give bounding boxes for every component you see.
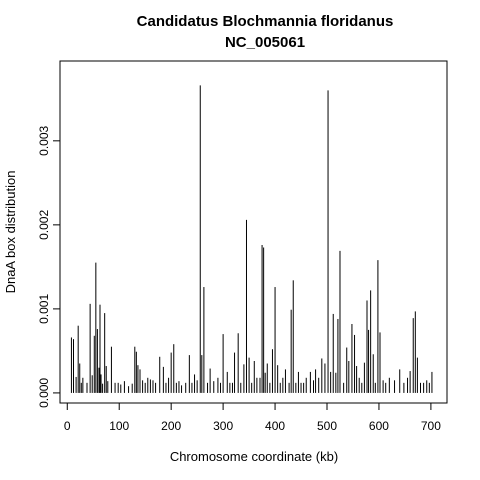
y-axis-label: DnaA box distribution <box>3 171 18 294</box>
y-axis: 0.000 0.001 0.002 0.003 <box>37 125 61 408</box>
y-tick-label: 0.002 <box>37 210 51 240</box>
y-tick-label: 0.001 <box>37 294 51 324</box>
x-axis-label: Chromosome coordinate (kb) <box>170 449 338 464</box>
x-tick-label: 400 <box>265 419 285 433</box>
x-tick-label: 500 <box>317 419 337 433</box>
bar-series <box>70 85 433 393</box>
y-tick-label: 0.003 <box>37 125 51 155</box>
x-tick-label: 100 <box>109 419 129 433</box>
x-tick-label: 700 <box>421 419 441 433</box>
x-tick-label: 0 <box>64 419 71 433</box>
x-axis: 0 100 200 300 400 500 600 700 <box>64 402 441 433</box>
x-tick-label: 300 <box>213 419 233 433</box>
plot-frame <box>59 60 448 404</box>
chart-subtitle: NC_005061 <box>225 34 305 51</box>
x-tick-label: 600 <box>369 419 389 433</box>
y-tick-label: 0.000 <box>37 378 51 408</box>
x-tick-label: 200 <box>161 419 181 433</box>
chart-title: Candidatus Blochmannia floridanus <box>137 13 394 30</box>
